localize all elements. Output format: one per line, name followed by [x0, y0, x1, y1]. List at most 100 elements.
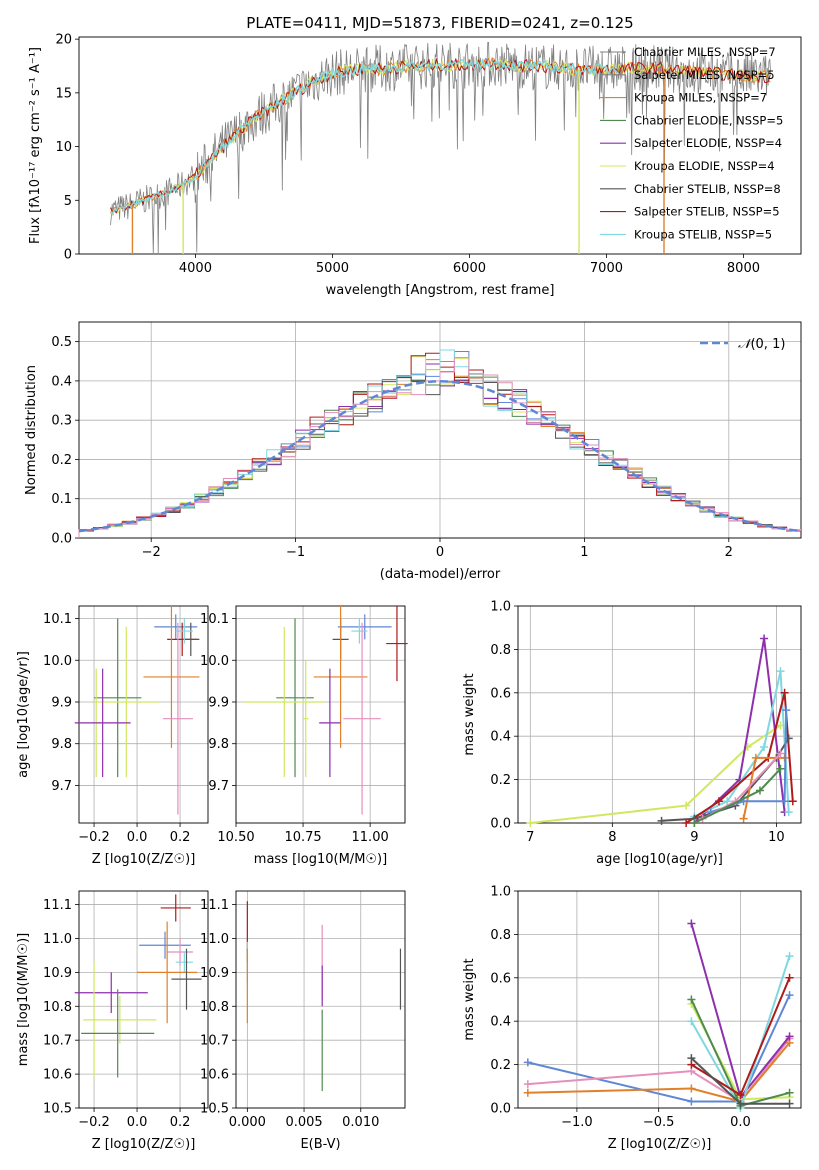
axes-frame: [78, 890, 209, 1109]
y-tick-label: 0.0: [490, 817, 511, 832]
legend-label: Salpeter ELODIE, NSSP=4: [634, 136, 782, 150]
x-tick-label: 10: [768, 830, 785, 845]
x-tick-label: 4000: [179, 261, 212, 276]
x-tick-label: 1: [580, 545, 588, 560]
y-tick-label: 10.8: [43, 1000, 72, 1015]
axes-frame: [78, 36, 802, 255]
x-axis-label: Z [log10(Z/Z☉)]: [608, 1137, 712, 1152]
weight-point-marker: [687, 1084, 696, 1093]
weight-point-marker: [739, 814, 748, 823]
weight-point-marker: [687, 1097, 696, 1106]
x-tick-label: −1.0: [561, 1115, 593, 1130]
axes-frame: [517, 890, 802, 1109]
chart-title: PLATE=0411, MJD=51873, FIBERID=0241, z=0…: [246, 14, 633, 32]
y-axis-label: age [log10(age/yr)]: [16, 651, 31, 778]
x-tick-label: 7000: [590, 261, 623, 276]
mass-vs-metallicity-panel: −0.2 0.0 0.2 10.5 10.6 10.7 10.8 10.9 11.0 11.1 Z …: [16, 890, 209, 1152]
histogram-series: [78, 357, 801, 538]
x-tick-label: 0.2: [170, 1115, 191, 1130]
x-tick-label: 10.75: [284, 830, 321, 845]
y-tick-label: 9.8: [208, 737, 229, 752]
y-tick-label: 5: [64, 194, 72, 209]
y-tick-label: 10.6: [200, 1068, 229, 1083]
weight-point-marker: [687, 995, 696, 1004]
weight-point-marker: [785, 1032, 794, 1041]
weight-point-marker: [523, 1058, 532, 1067]
weight-point-marker: [523, 1080, 532, 1089]
x-axis-label: age [log10(age/yr)]: [596, 852, 723, 867]
y-tick-label: 1.0: [490, 600, 511, 615]
y-tick-label: 15: [55, 86, 72, 101]
weight-point-marker: [755, 786, 764, 795]
x-tick-label: 0.0: [127, 1115, 148, 1130]
legend-label: Kroupa MILES, NSSP=7: [634, 91, 767, 105]
y-axis-label: mass weight: [462, 958, 477, 1040]
x-tick-label: 5000: [316, 261, 349, 276]
weight-point-marker: [785, 991, 794, 1000]
x-axis-label: mass [log10(M/M☉)]: [254, 852, 387, 867]
legend-label: Salpeter STELIB, NSSP=5: [634, 205, 780, 219]
weight-point-marker: [760, 634, 769, 643]
y-tick-label: 11.0: [43, 932, 72, 947]
y-tick-label: 10.7: [200, 1034, 229, 1049]
axes-frame: [235, 605, 406, 824]
x-tick-label: −0.2: [78, 830, 110, 845]
x-tick-label: 10.50: [217, 830, 254, 845]
weight-point-marker: [785, 952, 794, 961]
y-tick-label: 10.8: [200, 1000, 229, 1015]
weight-point-marker: [526, 819, 535, 827]
weight-point-marker: [785, 1088, 794, 1097]
x-tick-label: −1: [286, 545, 305, 560]
weight-point-marker: [714, 797, 723, 806]
weight-point-marker: [780, 688, 789, 697]
weight-point-marker: [736, 1099, 745, 1108]
y-tick-label: 11.1: [200, 898, 229, 913]
age-vs-metallicity-panel: −0.2 0.0 0.2 9.7 9.8 9.9 10.0 10.1 Z [log10(Z/Z☉…: [16, 605, 209, 867]
y-tick-label: 10.6: [43, 1068, 72, 1083]
weight-point-marker: [784, 808, 793, 817]
x-tick-label: −2: [142, 545, 161, 560]
y-tick-label: 0.8: [490, 643, 511, 658]
x-tick-label: 11.00: [352, 830, 389, 845]
x-tick-label: 0.0: [730, 1115, 751, 1130]
spectrum-panel: 4000 5000 6000 7000 8000 0 5 10 15 20 wavelength […: [28, 14, 802, 298]
legend-label: 𝒩(0, 1): [738, 337, 785, 352]
y-tick-label: 0.8: [490, 928, 511, 943]
y-tick-label: 9.9: [208, 695, 229, 710]
x-tick-label: 7: [526, 830, 534, 845]
y-tick-label: 10: [55, 140, 72, 155]
weight-point-marker: [776, 667, 785, 676]
spectrum-model-line: [110, 58, 620, 215]
weight-point-marker: [682, 801, 691, 810]
residuals-panel: −2 −1 0 1 2 0.0 0.1 0.2 0.3 0.4 0.5 (data-model)/er…: [24, 321, 802, 582]
y-tick-label: 0.1: [51, 492, 72, 507]
weight-point-marker: [523, 1088, 532, 1097]
y-tick-label: 10.9: [43, 966, 72, 981]
x-tick-label: 9: [690, 830, 698, 845]
legend-label: Chabrier MILES, NSSP=7: [634, 45, 776, 59]
y-tick-label: 10.0: [43, 654, 72, 669]
weight-point-marker: [687, 1017, 696, 1026]
y-tick-label: 0.0: [51, 532, 72, 547]
y-tick-label: 10.0: [200, 654, 229, 669]
weight-point-marker: [751, 753, 760, 762]
weight-series-line: [527, 994, 791, 1103]
y-tick-label: 0.2: [51, 453, 72, 468]
x-tick-label: 8000: [727, 261, 760, 276]
x-tick-label: −0.5: [643, 1115, 675, 1130]
y-tick-label: 10.9: [200, 966, 229, 981]
y-tick-label: 0.6: [490, 686, 511, 701]
y-tick-label: 0.5: [51, 335, 72, 350]
x-tick-label: 0.010: [342, 1115, 379, 1130]
y-tick-label: 20: [55, 33, 72, 48]
weight-point-marker: [687, 919, 696, 928]
normal-curve: [78, 380, 802, 533]
y-tick-label: 0.2: [490, 1058, 511, 1073]
spectrum-model-line: [110, 58, 771, 214]
weight-series-line: [530, 724, 782, 824]
y-axis-label: mass weight: [462, 673, 477, 755]
x-tick-label: −0.2: [78, 1115, 110, 1130]
y-tick-label: 10.5: [43, 1102, 72, 1117]
x-tick-label: 0: [436, 545, 444, 560]
